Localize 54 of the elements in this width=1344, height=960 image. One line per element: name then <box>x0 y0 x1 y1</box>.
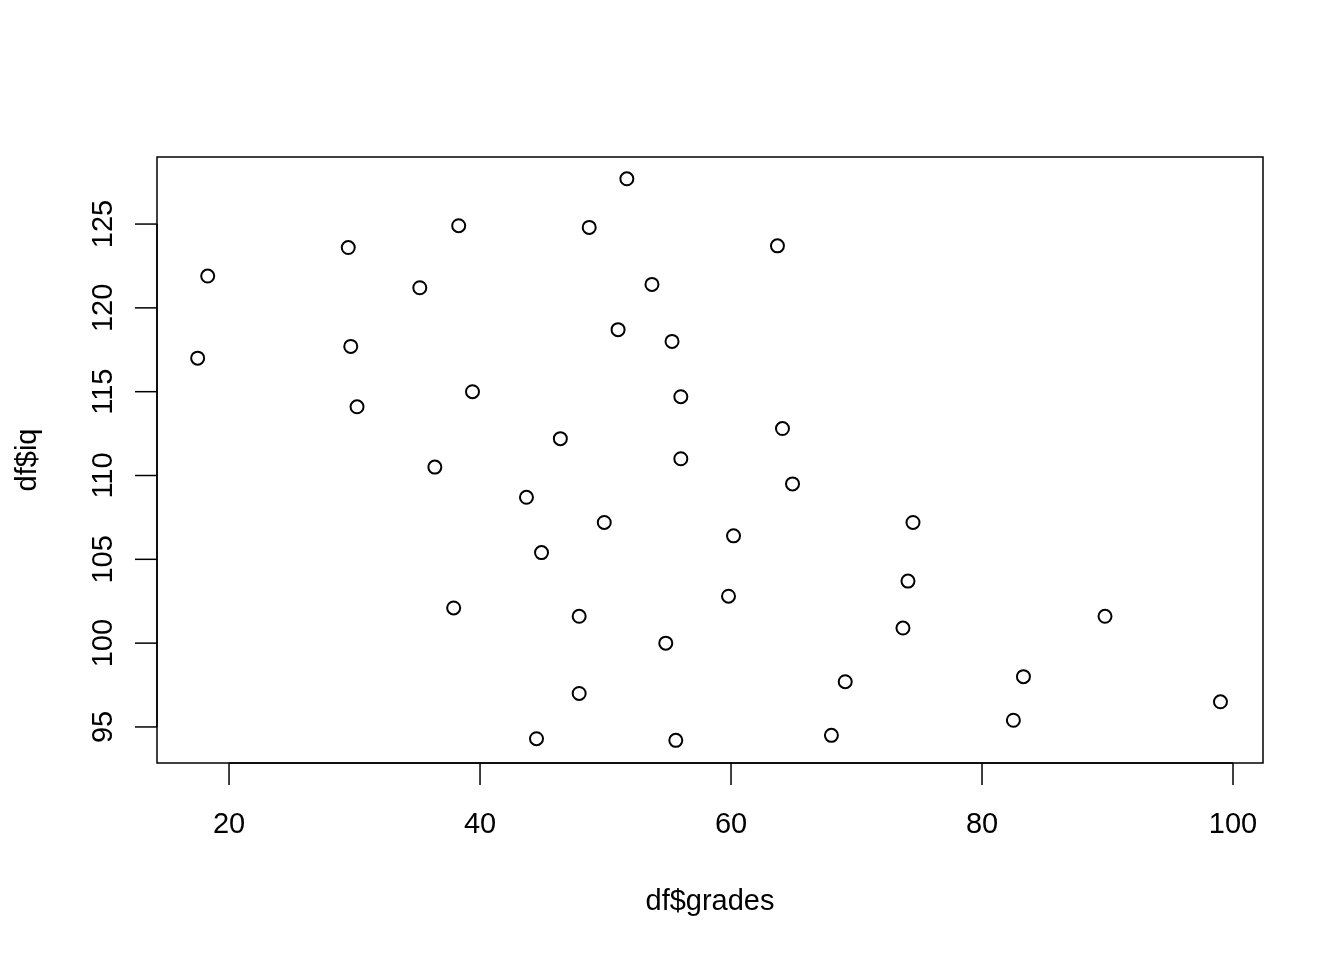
point <box>529 731 544 747</box>
point <box>581 219 597 235</box>
point <box>465 384 480 400</box>
point <box>664 333 680 349</box>
point <box>446 600 462 616</box>
y-tick-label: 125 <box>86 199 118 249</box>
y-tick-label: 115 <box>86 368 118 415</box>
point <box>895 620 911 636</box>
point <box>340 240 356 256</box>
point <box>518 489 534 505</box>
point <box>571 608 587 624</box>
x-tick-label: 100 <box>1208 807 1258 839</box>
point <box>721 588 737 604</box>
y-tick-label: 105 <box>86 535 118 584</box>
point <box>900 573 916 589</box>
x-tick-label: 40 <box>463 807 497 839</box>
y-tick-label: 95 <box>86 710 118 744</box>
point <box>1015 669 1031 685</box>
point <box>644 276 660 292</box>
x-tick-label: 80 <box>965 807 999 839</box>
point <box>349 399 365 415</box>
y-tick-label: 110 <box>86 452 118 499</box>
point <box>571 685 587 701</box>
point <box>1212 694 1228 710</box>
point <box>774 421 790 437</box>
point <box>619 171 635 187</box>
point <box>673 451 689 467</box>
point <box>451 218 467 234</box>
point <box>668 732 684 748</box>
point <box>785 476 801 492</box>
point <box>1005 712 1021 728</box>
point <box>1097 608 1113 624</box>
point <box>769 238 785 254</box>
y-axis-title: df$iq <box>10 428 42 492</box>
point <box>190 350 206 366</box>
x-axis-title: df$grades <box>645 884 775 916</box>
point <box>673 389 689 405</box>
point <box>823 727 839 743</box>
point <box>552 431 568 447</box>
point <box>658 635 674 651</box>
point <box>427 459 443 475</box>
point <box>837 674 853 690</box>
point <box>343 338 359 354</box>
point <box>610 322 626 338</box>
point <box>905 514 921 530</box>
y-tick-label: 100 <box>86 618 118 668</box>
x-tick-label: 60 <box>714 807 748 839</box>
point <box>596 514 612 530</box>
y-tick-label: 120 <box>86 283 118 333</box>
point <box>412 280 428 296</box>
point <box>534 545 550 561</box>
point <box>726 528 742 544</box>
x-tick-label: 20 <box>212 807 246 839</box>
point <box>200 268 216 284</box>
